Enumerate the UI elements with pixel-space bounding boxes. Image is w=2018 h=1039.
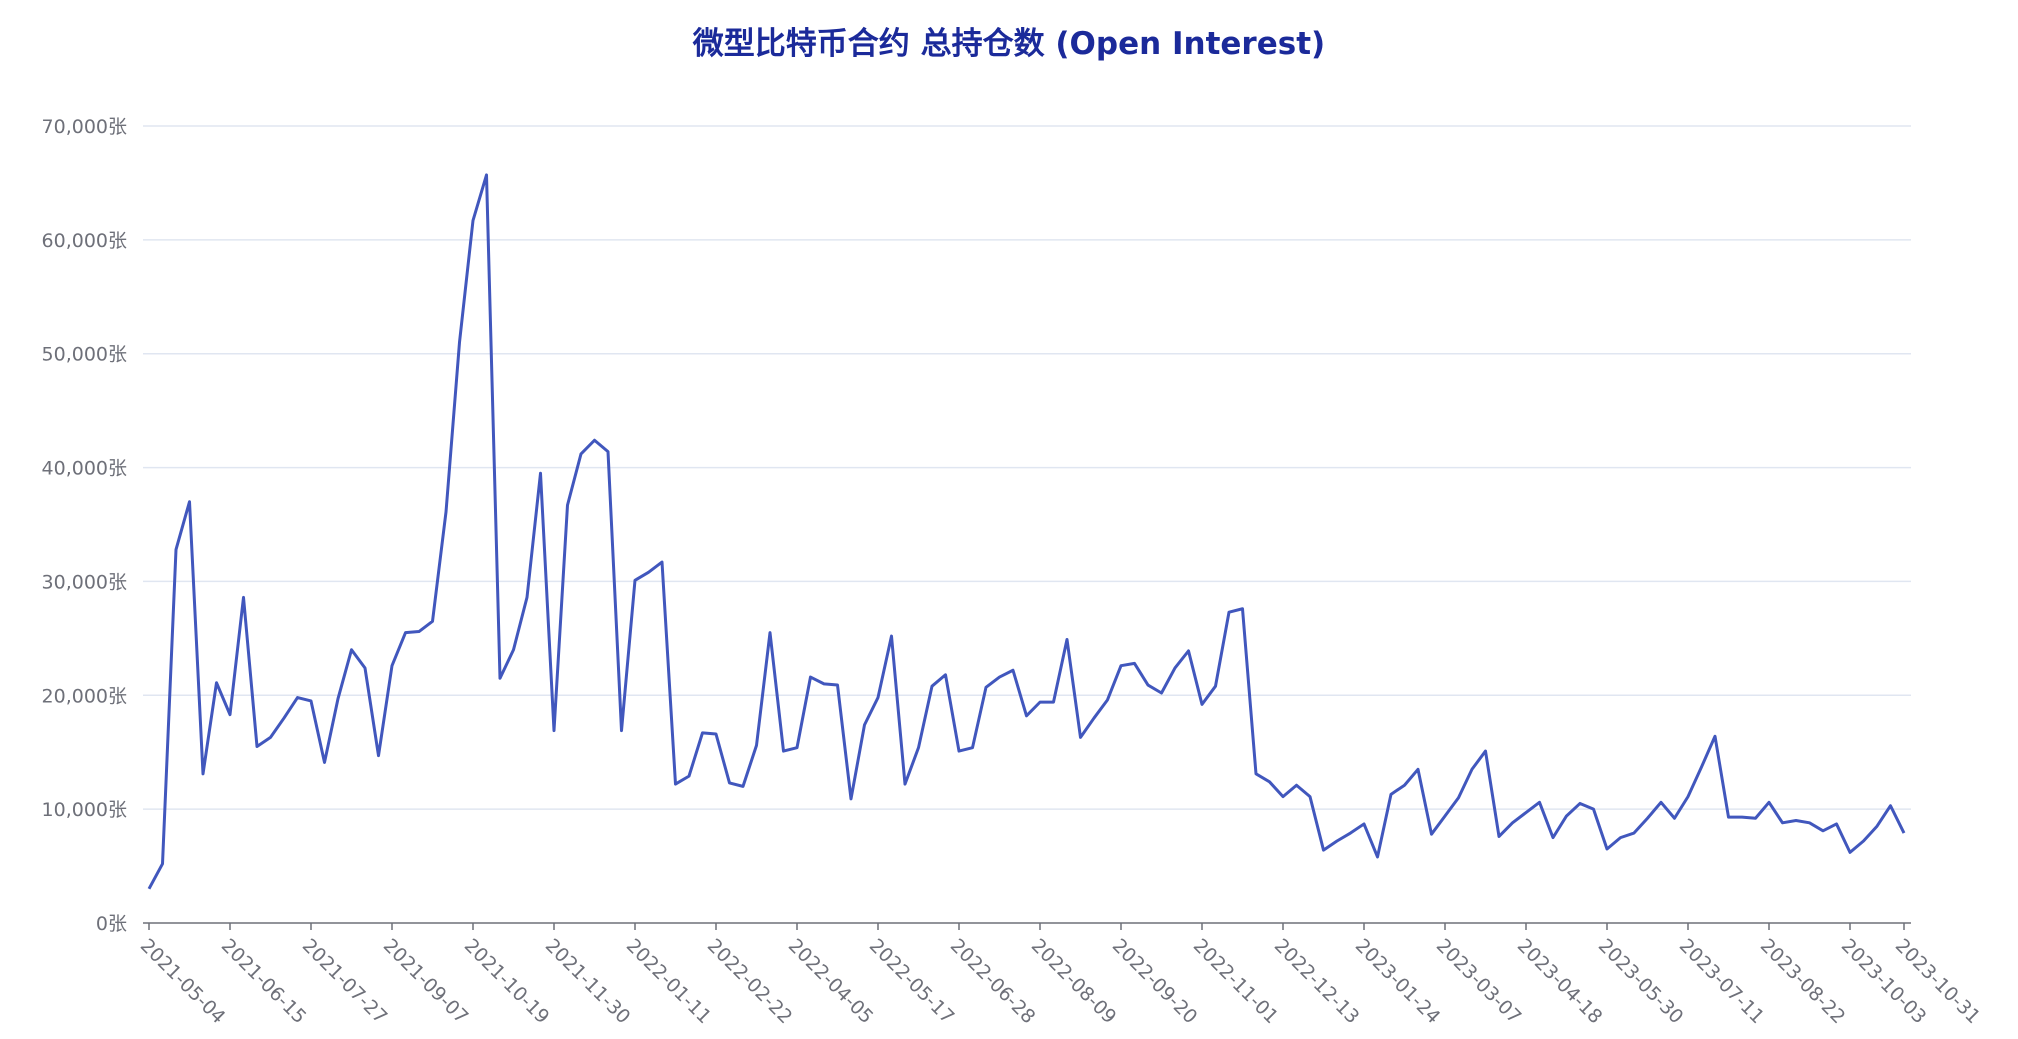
grid-lines xyxy=(143,125,1911,810)
x-axis xyxy=(143,922,1911,930)
x-tick-label: 2022-08-09 xyxy=(1027,935,1121,1029)
x-tick-label: 2021-05-04 xyxy=(136,935,230,1029)
x-tick-label: 2022-09-20 xyxy=(1108,935,1202,1029)
series-layer xyxy=(147,173,1906,890)
x-tick-label: 2023-05-30 xyxy=(1594,935,1688,1029)
y-tick-label: 40,000张 xyxy=(42,458,127,480)
x-tick-label: 2023-07-11 xyxy=(1675,935,1769,1029)
y-tick-label: 20,000张 xyxy=(42,685,127,707)
x-tick-label: 2023-01-24 xyxy=(1351,935,1445,1029)
x-tick-label: 2022-05-17 xyxy=(865,935,959,1029)
y-tick-label: 10,000张 xyxy=(42,799,127,821)
x-tick-label: 2022-11-01 xyxy=(1189,935,1283,1029)
y-tick-label: 60,000张 xyxy=(42,230,127,252)
x-tick-label: 2022-04-05 xyxy=(784,935,878,1029)
x-tick-label: 2022-06-28 xyxy=(946,935,1040,1029)
y-tick-label: 30,000张 xyxy=(42,571,127,593)
x-axis-labels: 2021-05-042021-06-152021-07-272021-09-07… xyxy=(136,935,1985,1029)
chart-title: 微型比特币合约 总持仓数 (Open Interest) xyxy=(692,26,1326,62)
x-tick-label: 2021-10-19 xyxy=(460,935,554,1029)
y-axis-labels: 0张 10,000张 20,000张 30,000张 40,000张 50,000张 60,… xyxy=(42,116,127,935)
y-tick-label: 0张 xyxy=(96,913,127,935)
x-tick-label: 2021-07-27 xyxy=(298,935,392,1029)
y-tick-label: 50,000张 xyxy=(42,344,127,366)
x-tick-label: 2021-11-30 xyxy=(541,935,635,1029)
x-tick-label: 2022-01-11 xyxy=(622,935,716,1029)
y-tick-label: 70,000张 xyxy=(42,116,127,138)
x-tick-label: 2023-08-22 xyxy=(1756,935,1850,1029)
x-tick-label: 2022-02-22 xyxy=(703,935,797,1029)
x-tick-label: 2023-03-07 xyxy=(1432,935,1526,1029)
x-tick-label: 2021-09-07 xyxy=(379,935,473,1029)
x-tick-label: 2021-06-15 xyxy=(217,935,311,1029)
x-tick-label: 2023-04-18 xyxy=(1513,935,1607,1029)
x-tick-label: 2022-12-13 xyxy=(1270,935,1364,1029)
series-line xyxy=(147,173,1906,890)
